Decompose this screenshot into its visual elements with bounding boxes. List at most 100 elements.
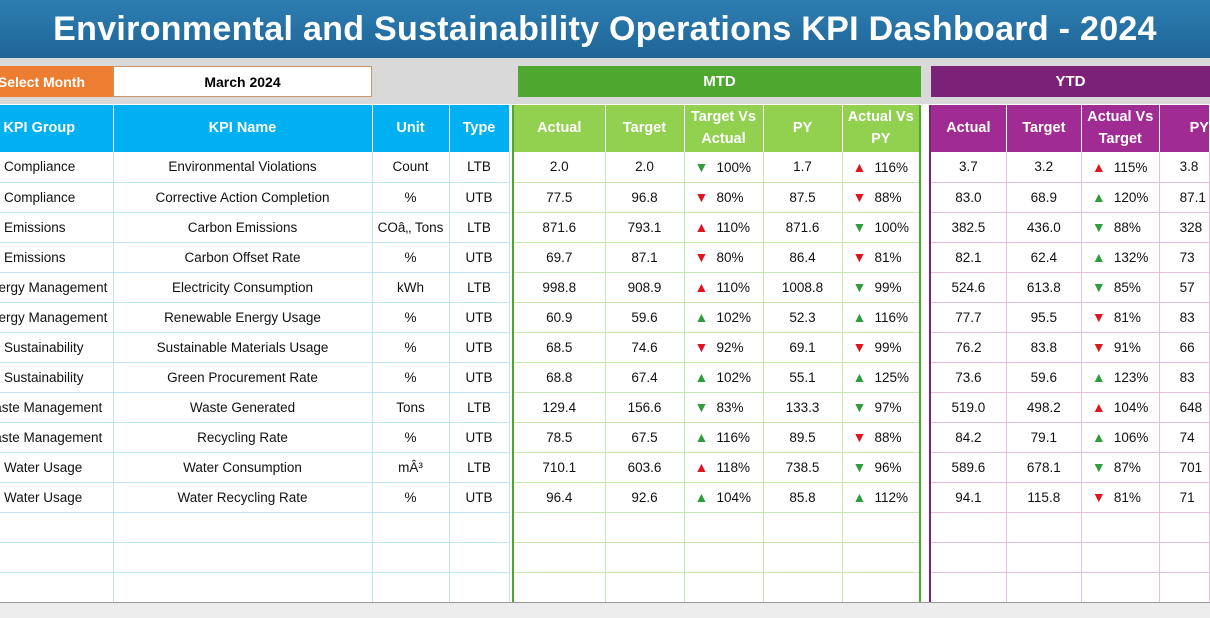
table-row[interactable]: 78.5 67.5 ▲ 116% 89.5 ▼ 88%: [513, 422, 921, 453]
empty-cell: [513, 542, 606, 573]
percent-value: 99%: [874, 280, 902, 295]
kpi-name-cell: Water Recycling Rate: [113, 482, 373, 513]
mtd-actual-vs-py-cell: ▼ 96%: [842, 452, 921, 483]
col-ytd-py[interactable]: PY: [1159, 105, 1210, 152]
percent-value: 92%: [716, 340, 744, 355]
down-triangle-icon: ▼: [1091, 219, 1106, 235]
table-row[interactable]: 60.9 59.6 ▲ 102% 52.3 ▲ 116%: [513, 302, 921, 333]
empty-cell: [1081, 572, 1160, 603]
empty-cell: [113, 572, 373, 603]
table-row[interactable]: 871.6 793.1 ▲ 110% 871.6 ▼ 100%: [513, 212, 921, 243]
mtd-actual-cell: 78.5: [513, 422, 606, 453]
col-ytd-actual-vs-target[interactable]: Actual Vs Target: [1081, 105, 1160, 152]
up-triangle-icon: ▲: [694, 219, 709, 235]
table-row[interactable]: [0, 572, 510, 603]
table-row[interactable]: Emissions Carbon Emissions COâ‚‚ Tons LTB: [0, 212, 510, 243]
col-mtd-target-vs-actual[interactable]: Target Vs Actual: [684, 105, 764, 152]
table-row[interactable]: 68.8 67.4 ▲ 102% 55.1 ▲ 125%: [513, 362, 921, 393]
table-row[interactable]: 84.2 79.1 ▲ 106% 74: [930, 422, 1210, 453]
table-row[interactable]: 589.6 678.1 ▼ 87% 701: [930, 452, 1210, 483]
table-row[interactable]: 129.4 156.6 ▼ 83% 133.3 ▼ 97%: [513, 392, 921, 423]
percent-value: 81%: [874, 250, 902, 265]
mtd-actual-vs-py-cell: ▲ 116%: [842, 302, 921, 333]
mtd-actual-vs-py-cell: ▼ 100%: [842, 212, 921, 243]
table-row[interactable]: 96.4 92.6 ▲ 104% 85.8 ▲ 112%: [513, 482, 921, 513]
col-kpi-name[interactable]: KPI Name: [113, 105, 373, 152]
mtd-actual-cell: 998.8: [513, 272, 606, 303]
table-row[interactable]: [930, 542, 1210, 573]
col-type[interactable]: Type: [449, 105, 510, 152]
table-row[interactable]: [513, 572, 921, 603]
table-row[interactable]: 710.1 603.6 ▲ 118% 738.5 ▼ 96%: [513, 452, 921, 483]
mtd-target-vs-actual-cell: ▲ 102%: [684, 362, 764, 393]
percent-value: 88%: [1113, 220, 1141, 235]
empty-cell: [1159, 572, 1210, 603]
col-kpi-group[interactable]: KPI Group: [0, 105, 114, 152]
kpi-name-cell: Green Procurement Rate: [113, 362, 373, 393]
col-ytd-target[interactable]: Target: [1006, 105, 1082, 152]
table-row[interactable]: 382.5 436.0 ▼ 88% 328: [930, 212, 1210, 243]
ytd-actual-cell: 589.6: [930, 452, 1007, 483]
percent-value: 115%: [1113, 159, 1148, 175]
table-row[interactable]: 68.5 74.6 ▼ 92% 69.1 ▼ 99%: [513, 332, 921, 363]
table-row[interactable]: [513, 512, 921, 543]
table-row[interactable]: 77.5 96.8 ▼ 80% 87.5 ▼ 88%: [513, 182, 921, 213]
col-ytd-actual[interactable]: Actual: [930, 105, 1007, 152]
ytd-target-cell: 95.5: [1006, 302, 1082, 333]
table-row[interactable]: Compliance Corrective Action Completion% U…: [0, 182, 510, 213]
table-row[interactable]: Water Usage Water Consumption mÂ³ LTB: [0, 452, 510, 483]
table-row[interactable]: Compliance Environmental Violations Count L…: [0, 152, 510, 183]
col-mtd-target[interactable]: Target: [605, 105, 685, 152]
table-row[interactable]: [930, 572, 1210, 603]
table-row[interactable]: 82.1 62.4 ▲ 132% 73: [930, 242, 1210, 273]
mtd-actual-cell: 77.5: [513, 182, 606, 213]
table-row[interactable]: [0, 542, 510, 573]
ytd-target-cell: 3.2: [1006, 152, 1082, 183]
percent-value: 123%: [1113, 370, 1149, 385]
col-unit[interactable]: Unit: [372, 105, 450, 152]
mtd-target-cell: 2.0: [605, 152, 685, 183]
table-row[interactable]: 2.0 2.0 ▼ 100% 1.7 ▲ 116%: [513, 152, 921, 183]
table-row[interactable]: 3.7 3.2 ▲ 115% 3.8: [930, 152, 1210, 183]
mtd-section-header: MTD: [518, 66, 921, 97]
table-row[interactable]: 83.0 68.9 ▲ 120% 87.1: [930, 182, 1210, 213]
unit-cell: %: [372, 362, 450, 393]
table-row[interactable]: Sustainability Green Procurement Rate% UTB: [0, 362, 510, 393]
sheet-bottom-edge: [0, 602, 1210, 618]
table-row[interactable]: 73.6 59.6 ▲ 123% 83: [930, 362, 1210, 393]
table-row[interactable]: 77.7 95.5 ▼ 81% 83: [930, 302, 1210, 333]
table-row[interactable]: [513, 542, 921, 573]
table-row[interactable]: Emissions Carbon Offset Rate% UTB: [0, 242, 510, 273]
col-mtd-actual[interactable]: Actual: [513, 105, 606, 152]
table-row[interactable]: 998.8 908.9 ▲ 110% 1008.8 ▼ 99%: [513, 272, 921, 303]
ytd-actual-vs-target-cell: ▲ 104%: [1081, 392, 1160, 423]
month-selector[interactable]: March 2024: [113, 66, 372, 97]
col-mtd-actual-vs-py[interactable]: Actual Vs PY: [842, 105, 921, 152]
table-row[interactable]: 94.1 115.8 ▼ 81% 71: [930, 482, 1210, 513]
ytd-actual-vs-target-cell: ▲ 123%: [1081, 362, 1160, 393]
table-row[interactable]: 524.6 613.8 ▼ 85% 57: [930, 272, 1210, 303]
mtd-actual-vs-py-cell: ▼ 99%: [842, 272, 921, 303]
empty-cell: [930, 512, 1007, 543]
percent-value: 81%: [1113, 310, 1141, 325]
table-row[interactable]: Sustainability Sustainable Materials Usag…: [0, 332, 510, 363]
percent-value: 80%: [716, 190, 744, 205]
empty-cell: [1159, 512, 1210, 543]
table-row[interactable]: 76.2 83.8 ▼ 91% 66: [930, 332, 1210, 363]
mtd-actual-cell: 129.4: [513, 392, 606, 423]
table-row[interactable]: 519.0 498.2 ▲ 104% 648: [930, 392, 1210, 423]
table-row[interactable]: [0, 512, 510, 543]
table-row[interactable]: [930, 512, 1210, 543]
table-row[interactable]: 69.7 87.1 ▼ 80% 86.4 ▼ 81%: [513, 242, 921, 273]
down-triangle-icon: ▼: [1091, 279, 1106, 295]
unit-cell: %: [372, 302, 450, 333]
ytd-target-cell: 83.8: [1006, 332, 1082, 363]
col-mtd-py[interactable]: PY: [763, 105, 843, 152]
table-row[interactable]: Water Usage Water Recycling Rate% UTB: [0, 482, 510, 513]
up-triangle-icon: ▲: [694, 459, 709, 475]
unit-cell: %: [372, 182, 450, 213]
